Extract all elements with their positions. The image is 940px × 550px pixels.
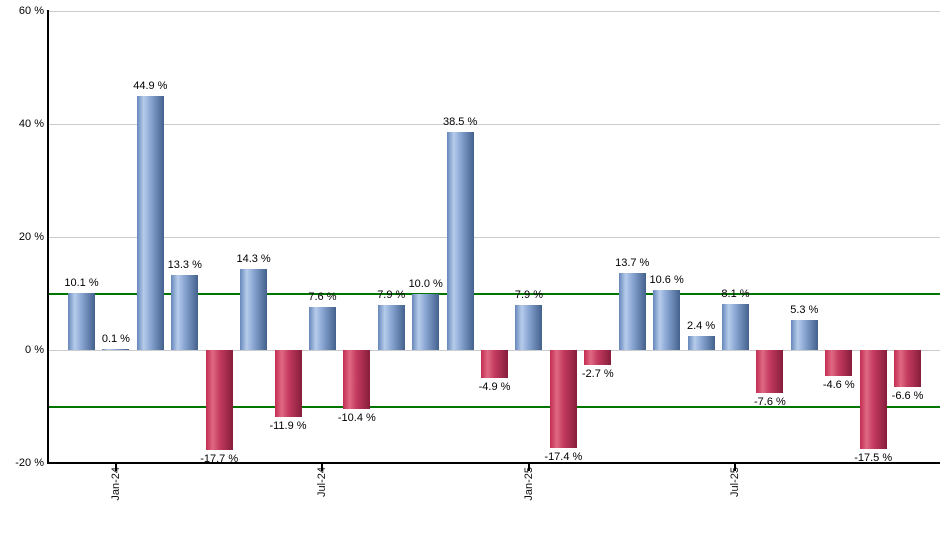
bar-value-label: 13.7 % <box>615 256 650 269</box>
y-tick-label: 20 % <box>18 230 44 243</box>
bar-value-label: 7.9 % <box>377 289 406 302</box>
bar <box>653 290 681 350</box>
y-axis-line <box>47 10 49 464</box>
bar-value-label: 8.1 % <box>721 288 750 301</box>
bar-value-label: -17.4 % <box>544 451 583 464</box>
bar <box>894 350 922 388</box>
bar <box>68 292 95 350</box>
bar <box>136 96 164 350</box>
bar-value-label: -4.6 % <box>822 378 855 391</box>
x-tick-mark <box>734 463 737 471</box>
bar <box>618 272 646 350</box>
bar <box>687 336 715 350</box>
bar-value-label: 13.3 % <box>167 258 202 271</box>
bar-value-label: 7.9 % <box>514 289 544 302</box>
bar-value-label: -4.9 % <box>478 380 511 393</box>
bar <box>240 269 268 350</box>
benchmark-line--10pct <box>48 405 940 408</box>
bar-value-label: 2.4 % <box>686 320 716 333</box>
bar <box>790 320 818 350</box>
gridline-40pct <box>48 123 940 125</box>
x-tick-label: Jul-24 <box>316 467 329 497</box>
x-tick-mark <box>114 463 117 471</box>
bar <box>859 350 887 449</box>
bar <box>308 307 336 350</box>
y-tick-label: 0 % <box>25 343 44 356</box>
bar-value-label: 10.1 % <box>64 276 99 289</box>
bar-value-label: -2.7 % <box>581 368 614 381</box>
x-tick-label: Jan-25 <box>522 467 535 501</box>
bar-value-label: 38.5 % <box>442 116 478 129</box>
bar-value-label: 7.6 % <box>308 291 337 304</box>
bar <box>274 350 302 418</box>
bar <box>343 350 371 409</box>
bar-value-label: 5.3 % <box>790 304 819 317</box>
bar-value-label: 10.6 % <box>649 274 684 287</box>
benchmark-line-10pct <box>48 292 940 295</box>
y-tick-label: -20 % <box>15 456 44 469</box>
plot-area: 10.1 % 0.1 % 44.9 % 13.3 % -17.7 % 14.3 % -11.… <box>48 10 940 465</box>
bar <box>446 132 474 350</box>
bar <box>481 350 509 378</box>
bar <box>756 350 784 393</box>
y-tick-label: 40 % <box>18 117 44 130</box>
bar <box>549 350 577 449</box>
bar <box>721 304 749 350</box>
bar-value-label: 14.3 % <box>236 253 271 266</box>
bar <box>412 293 440 350</box>
bar <box>515 305 543 350</box>
gridline-60pct <box>48 10 940 12</box>
y-tick-label: 60 % <box>18 4 44 17</box>
x-tick-label: Jan-24 <box>109 467 122 501</box>
gridline-20pct <box>48 236 940 238</box>
bar-value-label: 44.9 % <box>133 80 168 93</box>
bar-value-label: -17.5 % <box>854 451 893 464</box>
x-axis-line <box>47 462 940 464</box>
bar-value-label: -7.6 % <box>753 395 786 408</box>
bar-value-label: -11.9 % <box>269 420 307 433</box>
bar <box>377 305 405 350</box>
bar-value-label: -6.6 % <box>891 390 924 403</box>
bar <box>825 350 853 376</box>
x-tick-mark <box>321 463 324 471</box>
bar <box>171 274 199 350</box>
bar <box>584 350 612 366</box>
x-tick-label: Jul-25 <box>729 467 742 497</box>
bar <box>102 349 130 350</box>
x-tick-mark <box>527 463 530 471</box>
bar-value-label: -10.4 % <box>337 411 376 424</box>
bar-value-label: 10.0 % <box>408 277 443 290</box>
bar-value-label: 0.1 % <box>101 333 130 345</box>
bar <box>205 350 233 450</box>
